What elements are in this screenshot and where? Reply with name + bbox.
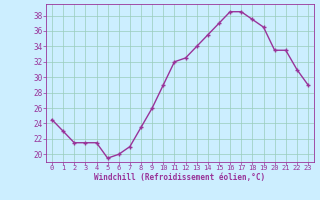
X-axis label: Windchill (Refroidissement éolien,°C): Windchill (Refroidissement éolien,°C) bbox=[94, 173, 266, 182]
